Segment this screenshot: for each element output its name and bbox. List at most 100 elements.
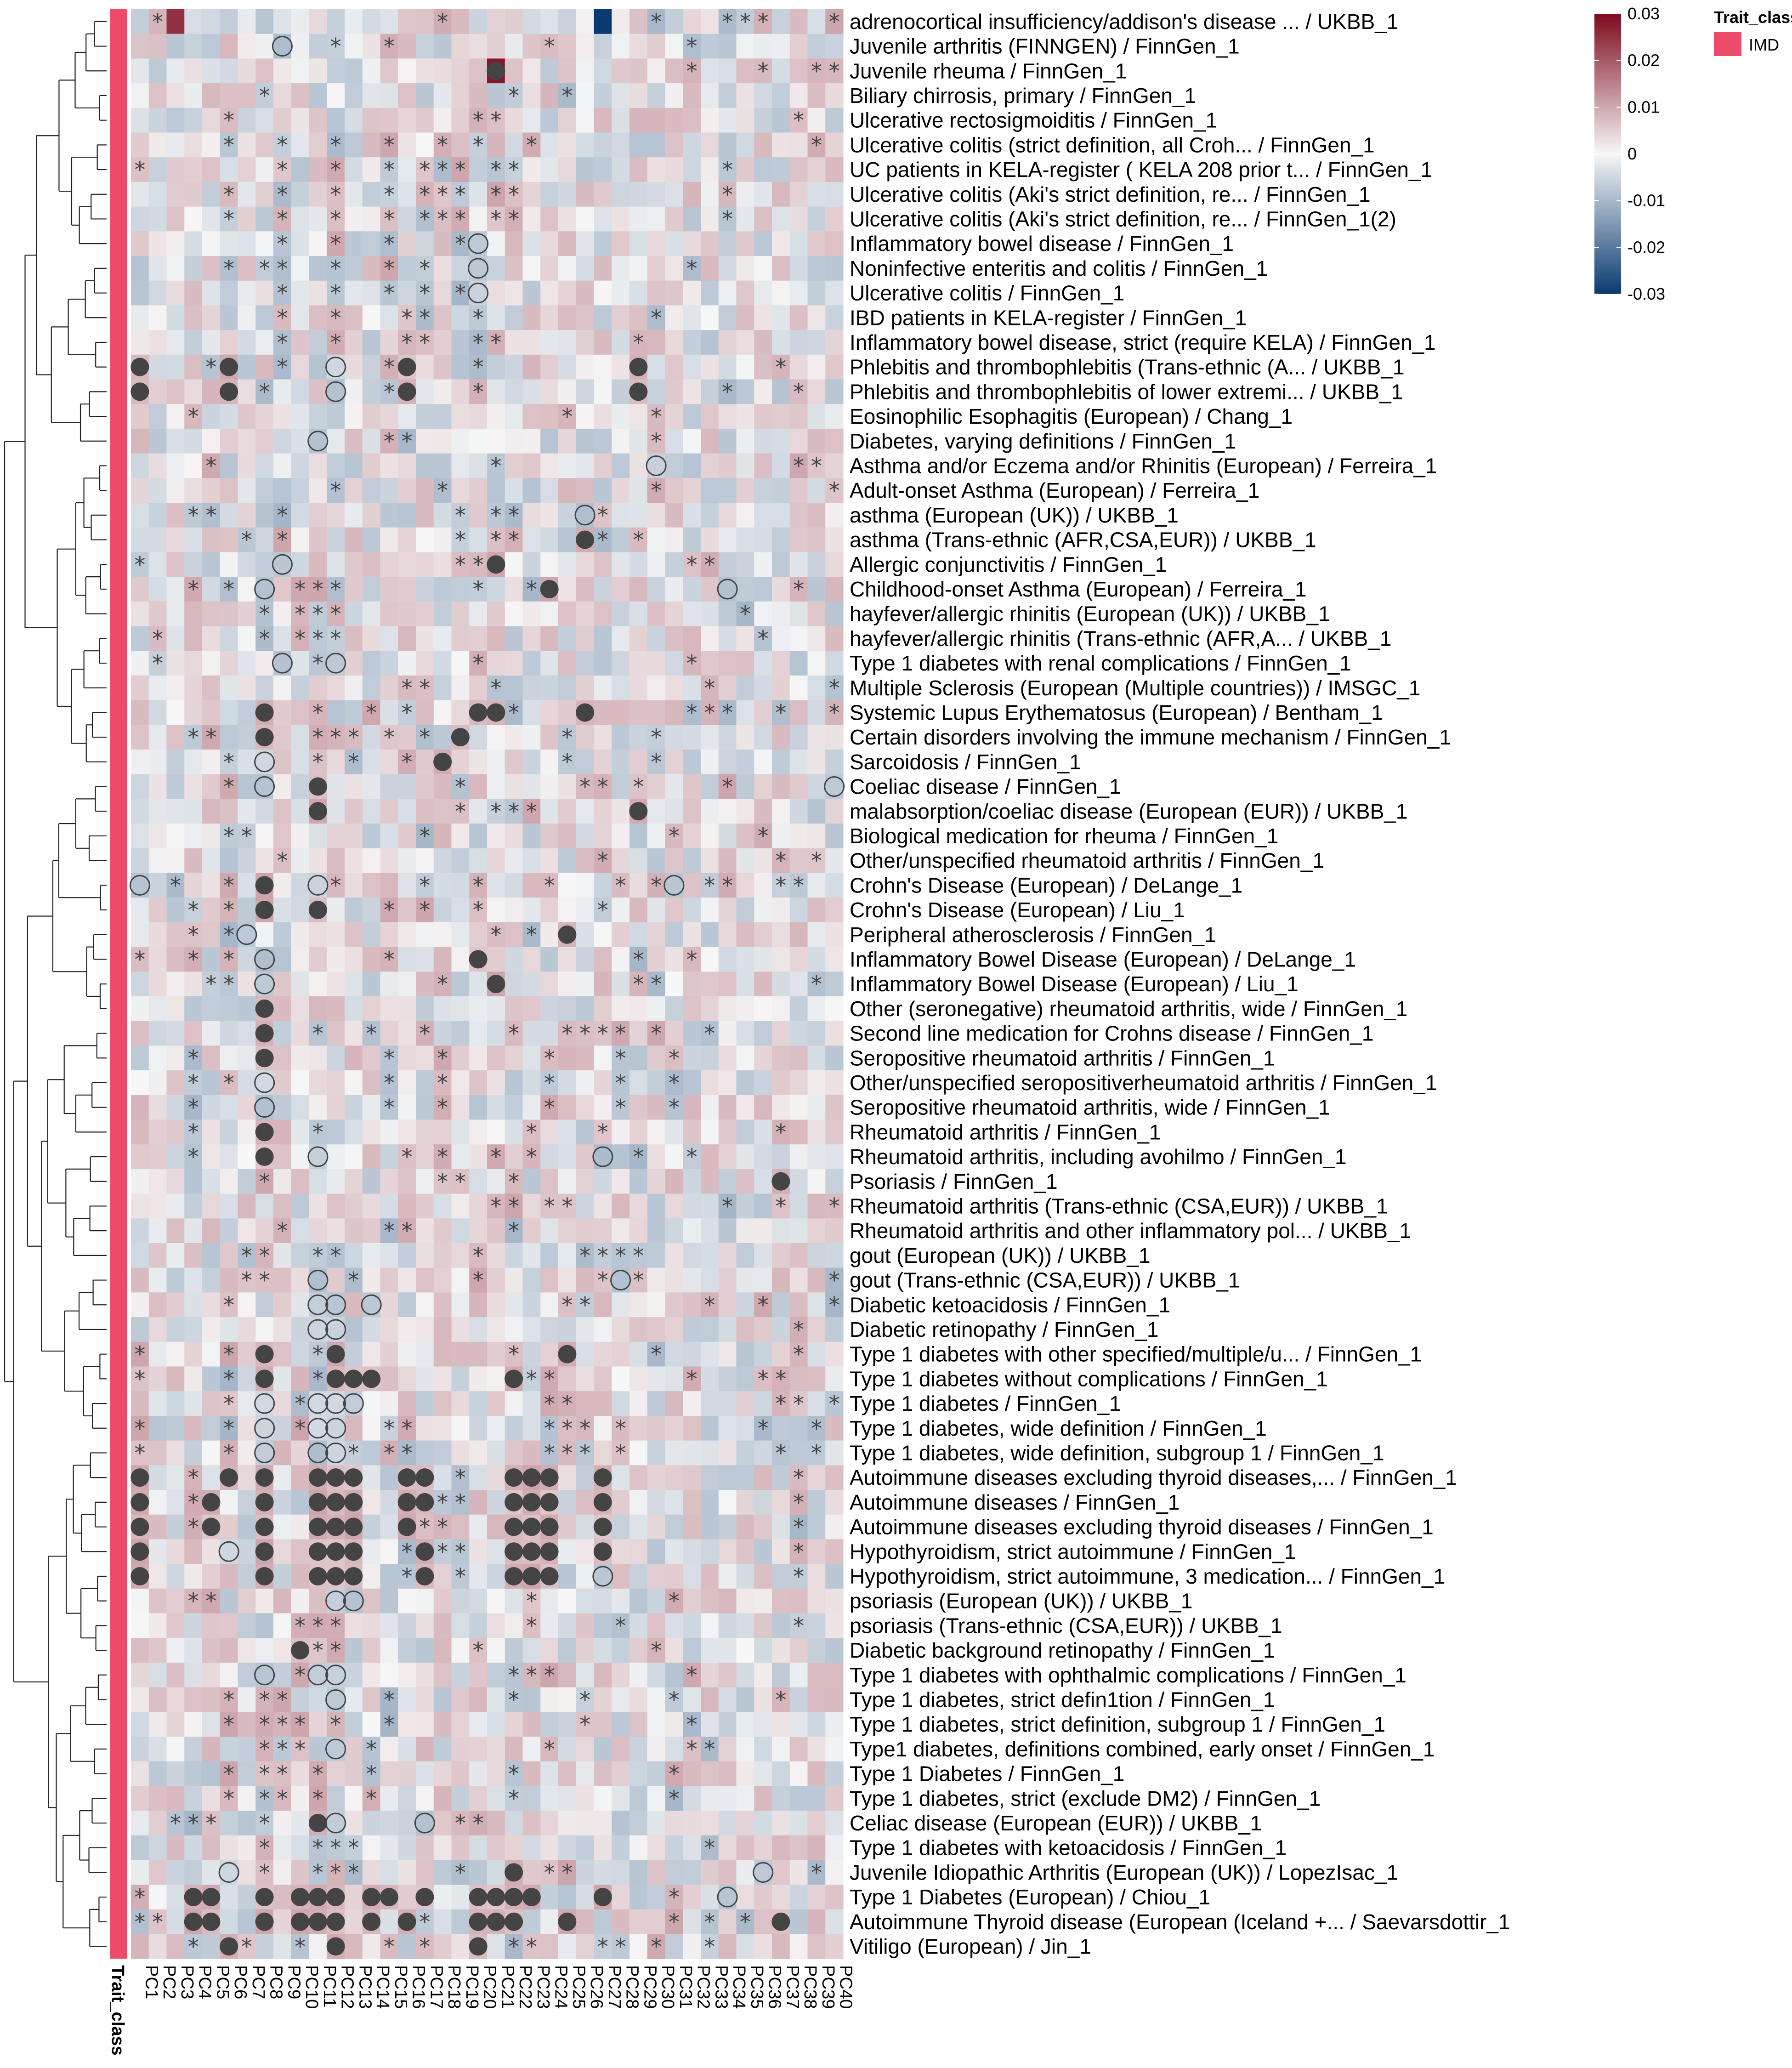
star-marker: * [455,182,466,208]
cell-r74-PC20 [469,1811,488,1836]
cell-r39-PC27 [594,947,612,972]
cell-r28-PC31 [665,675,683,701]
row-label: Psoriasis / FinnGen_1 [850,1170,1058,1193]
cell-r53-PC9 [273,1292,292,1318]
cell-r28-PC13 [345,675,363,701]
cell-r23-PC7 [238,552,256,577]
cell-r32-PC6 [220,774,238,799]
cell-r72-PC9 [273,1761,292,1786]
open-circle-marker [468,233,489,254]
cell-r31-PC21 [487,750,505,775]
cell-r32-PC31 [665,774,683,799]
cell-r8-PC14 [362,182,381,207]
row-label: Autoimmune diseases / FinnGen_1 [850,1490,1180,1514]
star-marker: * [758,1416,769,1442]
filled-circle-marker [255,999,274,1018]
filled-circle-marker [255,728,274,747]
cell-r50-PC8 [255,1218,274,1244]
filled-circle-marker [308,901,327,920]
star-marker: * [295,602,306,627]
cell-r3-PC8 [255,58,274,84]
cell-r32-PC22 [505,774,523,799]
cell-r31-PC25 [558,750,577,775]
cell-r64-PC34 [718,1564,737,1589]
cell-r6-PC37 [772,132,790,158]
cell-r11-PC4 [184,256,203,281]
cell-r74-PC21 [487,1811,505,1836]
star-marker: * [775,873,786,898]
star-marker: * [615,1070,626,1096]
cell-r42-PC1 [131,1021,149,1046]
cell-r59-PC27 [594,1440,612,1466]
star-marker: * [223,256,234,282]
cell-r51-PC38 [789,1243,808,1268]
star-marker: * [561,1021,573,1047]
cell-r50-PC5 [202,1218,221,1244]
cell-r14-PC13 [345,330,363,355]
cell-r77-PC2 [148,1885,167,1910]
cell-r12-PC4 [184,280,203,306]
cell-r20-PC3 [166,478,185,503]
cell-r3-PC29 [629,58,648,84]
cell-r67-PC20 [469,1638,488,1663]
cell-r71-PC28 [612,1737,630,1762]
cell-r73-PC3 [166,1786,185,1811]
open-circle-marker [307,1418,329,1439]
cell-r70-PC29 [629,1712,648,1737]
cell-r16-PC11 [309,379,327,404]
cell-r2-PC10 [291,34,310,59]
cell-r2-PC11 [309,34,327,59]
row-label: Diabetic retinopathy / FinnGen_1 [850,1318,1159,1341]
filled-circle-marker [540,1567,559,1585]
cell-r42-PC31 [665,1021,683,1046]
cell-r22-PC22 [505,527,523,552]
cell-r36-PC16 [398,873,416,898]
cell-r64-PC16 [398,1564,416,1589]
cell-r63-PC32 [683,1539,701,1564]
cell-r36-PC26 [576,873,595,898]
cell-r25-PC6 [220,601,238,627]
cell-r72-PC35 [736,1761,754,1786]
cell-r64-PC28 [612,1564,630,1589]
cell-r19-PC9 [273,453,292,478]
cell-r45-PC17 [416,1095,434,1120]
cell-r12-PC28 [612,280,630,306]
cell-r4-PC21 [487,83,505,108]
cell-r29-PC5 [202,700,221,725]
cell-r59-PC8 [255,1440,274,1466]
cell-r64-PC30 [647,1564,666,1589]
cell-r56-PC11 [309,1366,327,1392]
cell-r26-PC6 [220,626,238,651]
star-marker: * [402,429,413,455]
cell-r11-PC14 [362,256,381,281]
cell-r40-PC40 [825,972,844,997]
cell-r38-PC14 [362,922,381,948]
filled-circle-marker [629,802,648,821]
cell-r52-PC25 [558,1267,577,1293]
cell-r75-PC40 [825,1835,844,1861]
cell-r51-PC1 [131,1243,149,1268]
cell-r55-PC31 [665,1341,683,1367]
cell-r23-PC36 [754,552,772,577]
cell-r66-PC19 [451,1613,470,1638]
cell-r6-PC13 [345,132,363,158]
cell-r59-PC17 [416,1440,434,1466]
cell-r56-PC35 [736,1366,754,1392]
cell-r53-PC38 [789,1292,808,1318]
cell-r8-PC32 [683,182,701,207]
cell-r76-PC19 [451,1860,470,1885]
cell-r7-PC25 [558,157,577,182]
star-marker: * [419,206,430,232]
cell-r25-PC29 [629,601,648,627]
cell-r19-PC7 [238,453,256,478]
significance-markers: * * * * * * ** * * ** * * ** * ** * * ** * * * * * * ** * * * * * * * * *… [129,9,845,1960]
cell-r4-PC31 [665,83,683,108]
cell-r1-PC23 [522,9,541,34]
star-marker: * [473,1268,484,1294]
cell-r48-PC4 [184,1169,203,1194]
star-marker: * [295,1737,306,1762]
star-marker: * [223,1761,234,1787]
cell-r72-PC34 [718,1761,737,1786]
cell-r79-PC24 [540,1934,559,1959]
cell-r64-PC21 [487,1564,505,1589]
